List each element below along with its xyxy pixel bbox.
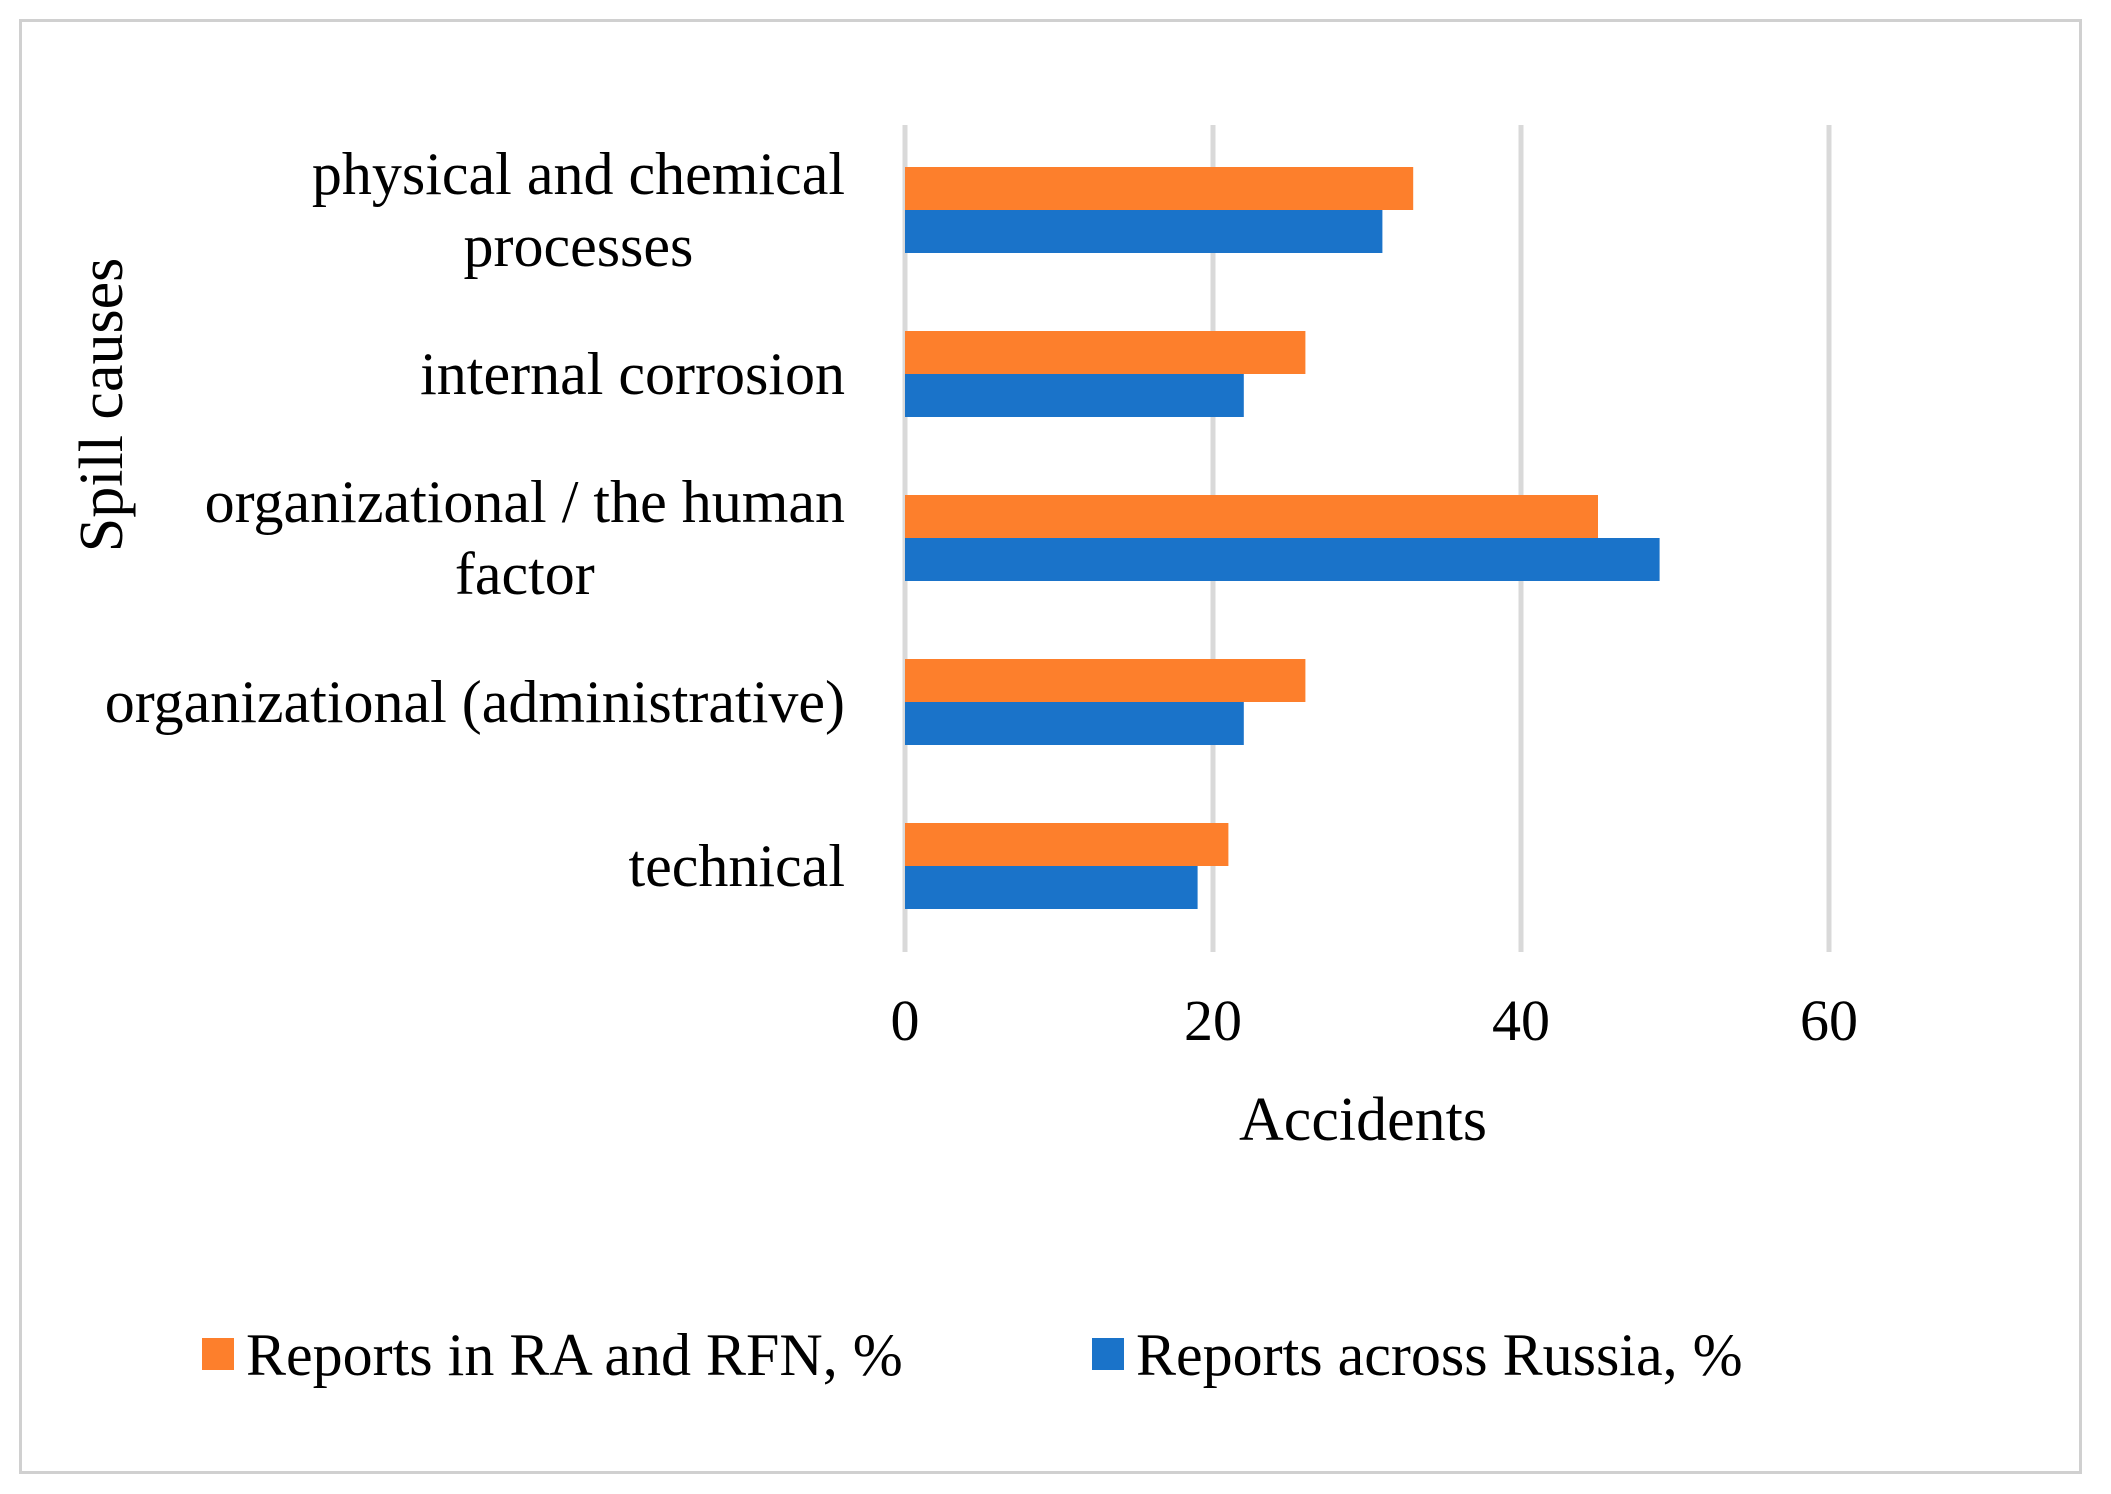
x-tick-label: 60: [1800, 988, 1858, 1053]
x-tick-label: 40: [1492, 988, 1550, 1053]
bar-ra-rfn: [905, 823, 1229, 866]
bar-ra-rfn: [905, 331, 1306, 374]
bar-russia: [905, 210, 1383, 253]
x-tick-label: 20: [1184, 988, 1242, 1053]
bar-ra-rfn: [905, 167, 1414, 210]
bar-russia: [905, 374, 1244, 417]
category-label: factor: [455, 541, 595, 607]
chart-frame: [19, 19, 2082, 1474]
legend-swatch: [1092, 1338, 1124, 1370]
legend-swatch: [202, 1338, 234, 1370]
category-label: internal corrosion: [420, 341, 845, 407]
bar-ra-rfn: [905, 495, 1598, 538]
y-axis-title: Spill causes: [68, 258, 136, 552]
x-tick-label: 0: [891, 988, 920, 1053]
category-label: processes: [463, 213, 693, 279]
legend-label: Reports in RA and RFN, %: [246, 1322, 903, 1388]
x-tick-labels: 0 20 40 60: [891, 988, 1859, 1053]
category-label: technical: [628, 833, 845, 899]
category-label: organizational (administrative): [105, 669, 845, 735]
x-axis-title: Accidents: [1239, 1086, 1487, 1154]
bar-ra-rfn: [905, 659, 1306, 702]
legend-label: Reports across Russia, %: [1136, 1322, 1743, 1388]
category-label: organizational / the human: [205, 469, 845, 535]
bar-russia: [905, 538, 1660, 581]
bar-russia: [905, 702, 1244, 745]
legend: Reports in RA and RFN, % Reports across R…: [202, 1322, 1743, 1388]
bar-russia: [905, 866, 1198, 909]
category-label: physical and chemical: [312, 141, 845, 207]
bars: [905, 167, 1660, 909]
